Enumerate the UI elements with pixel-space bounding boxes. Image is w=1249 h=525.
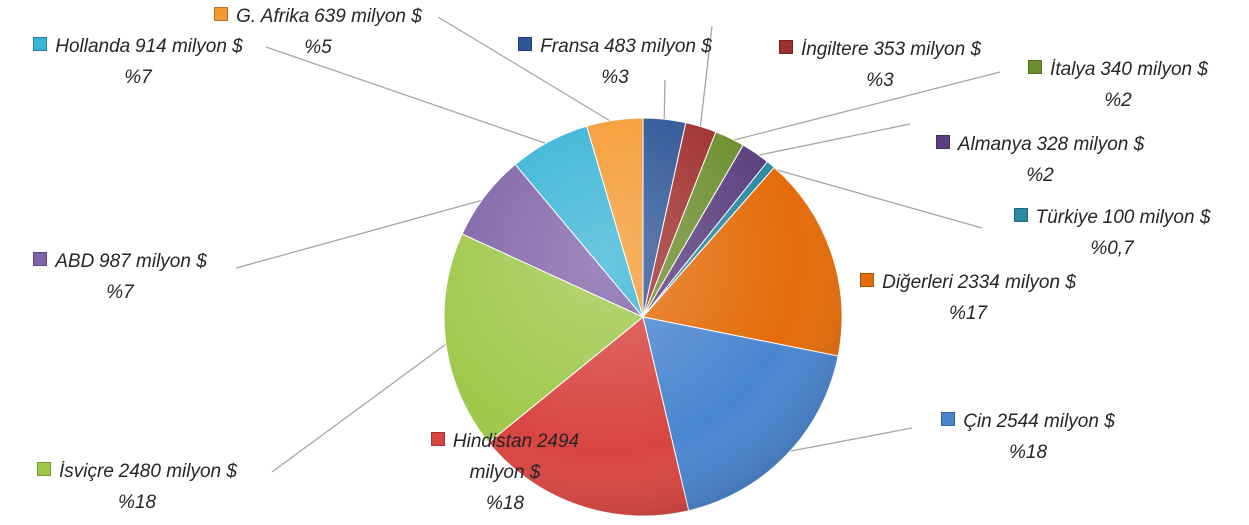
category-name: İsviçre [59, 461, 114, 482]
percent-label: %17 [948, 303, 988, 324]
percent-label: %2 [1104, 90, 1132, 111]
value-label: 639 milyon $ [314, 6, 422, 27]
value-label: 2334 milyon $ [957, 272, 1076, 293]
category-name: Fransa [540, 36, 600, 57]
value-label: 353 milyon $ [873, 39, 982, 60]
data-label: Almanya 328 milyon $ %2 [918, 129, 1163, 191]
value-label: 2494 milyon $ [469, 431, 580, 483]
data-label: Hindistan 2494 milyon $ %18 [403, 426, 608, 519]
data-label: Diğerleri 2334 milyon $ %17 [837, 267, 1099, 329]
data-label: Fransa 483 milyon $ %3 [480, 31, 750, 93]
category-name: Çin [963, 411, 992, 432]
data-label: İngiltere 353 milyon $ %3 [740, 34, 1020, 96]
value-label: 2544 milyon $ [996, 411, 1115, 432]
percent-label: %18 [117, 492, 157, 513]
data-label: Çin 2544 milyon $ %18 [898, 406, 1158, 468]
legend-swatch [1028, 60, 1043, 74]
legend-swatch [935, 135, 950, 149]
percent-label: %7 [124, 67, 152, 88]
legend-swatch [33, 252, 48, 266]
category-name: Diğerleri [882, 272, 953, 293]
leader-line [271, 341, 450, 473]
category-name: Türkiye [1035, 207, 1098, 228]
percent-label: %18 [485, 493, 525, 514]
leader-line [699, 25, 713, 131]
category-name: Hindistan [452, 431, 533, 452]
category-name: İngiltere [800, 39, 869, 60]
legend-swatch [860, 273, 875, 287]
value-label: 340 milyon $ [1100, 59, 1208, 80]
data-label: G. Afrika 639 milyon $ %5 [198, 1, 438, 63]
percent-label: %2 [1026, 165, 1054, 186]
legend-swatch [214, 7, 229, 21]
legend-swatch [33, 37, 48, 51]
legend-swatch [518, 37, 533, 51]
percent-label: %18 [1008, 442, 1048, 463]
value-label: 100 milyon $ [1102, 207, 1211, 228]
leader-line [437, 16, 616, 125]
legend-swatch [941, 412, 956, 426]
data-label: ABD 987 milyon $ %7 [0, 246, 240, 308]
percent-label: %5 [304, 37, 332, 58]
data-label: Hollanda 914 milyon $ %7 [12, 31, 264, 93]
legend-swatch [778, 40, 793, 54]
value-label: 328 milyon $ [1036, 134, 1145, 155]
value-label: 914 milyon $ [135, 36, 243, 57]
legend-swatch [37, 462, 52, 476]
data-label: İtalya 340 milyon $ %2 [993, 54, 1243, 116]
legend-swatch [430, 432, 445, 446]
percent-label: %3 [601, 67, 629, 88]
value-label: 987 milyon $ [99, 251, 207, 272]
leader-line [663, 79, 666, 124]
data-label: İsviçre 2480 milyon $ %18 [2, 456, 272, 518]
value-label: 483 milyon $ [604, 36, 712, 57]
category-name: İtalya [1050, 59, 1096, 80]
category-name: G. Afrika [236, 6, 310, 27]
percent-label: %0,7 [1090, 238, 1134, 259]
category-name: ABD [55, 251, 95, 272]
value-label: 2480 milyon $ [118, 461, 237, 482]
percent-label: %3 [866, 70, 894, 91]
legend-swatch [1013, 208, 1028, 222]
percent-label: %7 [106, 282, 134, 303]
category-name: Hollanda [55, 36, 131, 57]
data-label: Türkiye 100 milyon $ %0,7 [982, 202, 1242, 264]
category-name: Almanya [957, 134, 1032, 155]
leader-line [235, 198, 489, 269]
